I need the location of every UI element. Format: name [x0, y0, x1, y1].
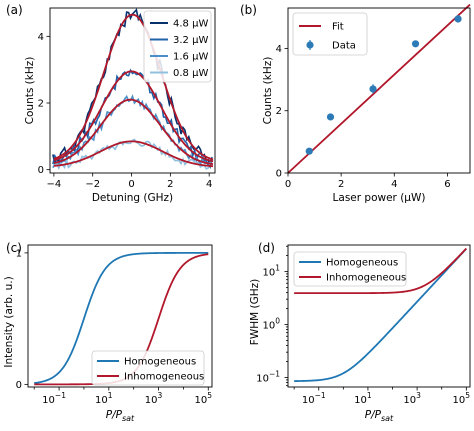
x-tick-label: 10−1: [42, 391, 66, 406]
y-tick-label: 2: [38, 99, 44, 110]
data-point: [326, 113, 335, 121]
series-line: [34, 251, 209, 384]
panel-b: (b) 0 2 4 6 0 2 4 Laser power (μW) Counts (kHz) Fi…: [240, 3, 471, 204]
y-tick-label: 4: [38, 32, 44, 43]
x-tick-label: 103: [403, 391, 421, 406]
plot-frame: [49, 7, 216, 174]
panel-d: (d) 10−1 101 103 105 10−1 100 101 P/Psat FWHM (GH…: [249, 241, 471, 423]
data-series-line: [52, 68, 213, 167]
legend-entry: 0.8 μW: [173, 68, 208, 79]
x-tick-label: 101: [354, 391, 372, 406]
y-axis-label: Intensity (arb. u.): [3, 276, 15, 367]
x-tick-label: 2: [338, 179, 344, 190]
panel-label: (b): [240, 3, 257, 17]
data-point: [305, 147, 313, 155]
x-axis-label: Detuning (GHz): [92, 192, 173, 204]
legend-entry: Homogeneous: [326, 258, 398, 269]
legend-entry: 4.8 μW: [173, 19, 208, 30]
panel-label: (d): [258, 241, 275, 255]
x-tick-label: 6: [444, 179, 450, 190]
legend-entry: 3.2 μW: [173, 35, 208, 46]
legend-entry: Homogeneous: [124, 357, 196, 368]
data-point: [454, 15, 462, 23]
legend-entry: Data: [332, 41, 356, 52]
legend-entry: Inhomogeneous: [124, 372, 204, 383]
legend-entry: Inhomogeneous: [326, 273, 406, 284]
legend-entry: 1.6 μW: [173, 52, 208, 63]
y-tick-label: 2: [276, 106, 282, 117]
y-axis-label: Counts (kHz): [262, 57, 274, 125]
x-tick-label: 0: [285, 179, 291, 190]
y-axis-label: FWHM (GHz): [249, 279, 261, 345]
panel-label: (a): [6, 3, 23, 17]
y-axis-label: Counts (kHz): [24, 57, 36, 125]
y-tick-label: 100: [262, 316, 280, 331]
x-tick-label: 2: [167, 179, 173, 190]
x-tick-label: 105: [453, 391, 471, 406]
series-line: [294, 247, 467, 295]
y-tick-label: 10−1: [256, 369, 280, 384]
y-tick-label: 0: [16, 380, 22, 391]
x-axis-label: P/Psat: [106, 409, 135, 423]
panel-c: (c) 10−1 101 103 105 0 1 P/Psat Intensity (arb. …: [3, 241, 213, 423]
data-series-line: [52, 138, 213, 170]
fit-line: [53, 13, 214, 161]
x-tick-label: 4: [391, 179, 397, 190]
y-tick-label: 0: [38, 165, 44, 176]
x-tick-label: 105: [195, 391, 213, 406]
legend-swatch: [306, 41, 314, 49]
y-tick-label: 4: [276, 44, 282, 55]
y-tick-label: 1: [16, 248, 22, 259]
panel-label: (c): [6, 241, 22, 255]
legend-box: [292, 12, 368, 56]
y-tick-label: 0: [276, 169, 282, 180]
x-tick-label: −4: [47, 179, 62, 190]
x-axis-label: P/Psat: [365, 409, 394, 423]
legend-box: [143, 10, 212, 83]
legend-box: [91, 350, 205, 386]
legend: Homogeneous Inhomogeneous: [293, 251, 407, 287]
fit-line: [53, 70, 214, 163]
data-point: [369, 85, 377, 93]
data-series-line: [52, 94, 213, 169]
panel-a: (a) −4 −2 0 2 4 0 2 4 Detuning (GHz) Counts (kHz) 4…: [6, 3, 216, 204]
x-tick-label: 10−1: [302, 391, 326, 406]
legend: Fit Data: [292, 12, 368, 56]
plot-frame: [287, 7, 471, 174]
x-tick-label: −2: [85, 179, 100, 190]
legend: 4.8 μW 3.2 μW 1.6 μW 0.8 μW: [143, 10, 212, 83]
x-tick-label: 4: [206, 179, 212, 190]
plot-frame: [287, 244, 471, 388]
series-line: [294, 248, 467, 382]
y-tick-label: 101: [262, 263, 280, 278]
x-tick-label: 103: [145, 391, 163, 406]
x-tick-label: 0: [128, 179, 134, 190]
fit-line: [53, 140, 214, 168]
legend-box: [293, 251, 407, 287]
x-axis-label: Laser power (μW): [333, 192, 426, 204]
x-tick-label: 101: [95, 391, 113, 406]
fit-line: [53, 98, 214, 166]
data-point: [411, 40, 420, 48]
legend-entry: Fit: [332, 22, 344, 33]
fit-line: [287, 3, 471, 174]
legend: Homogeneous Inhomogeneous: [91, 350, 205, 386]
plot-frame: [27, 244, 213, 388]
